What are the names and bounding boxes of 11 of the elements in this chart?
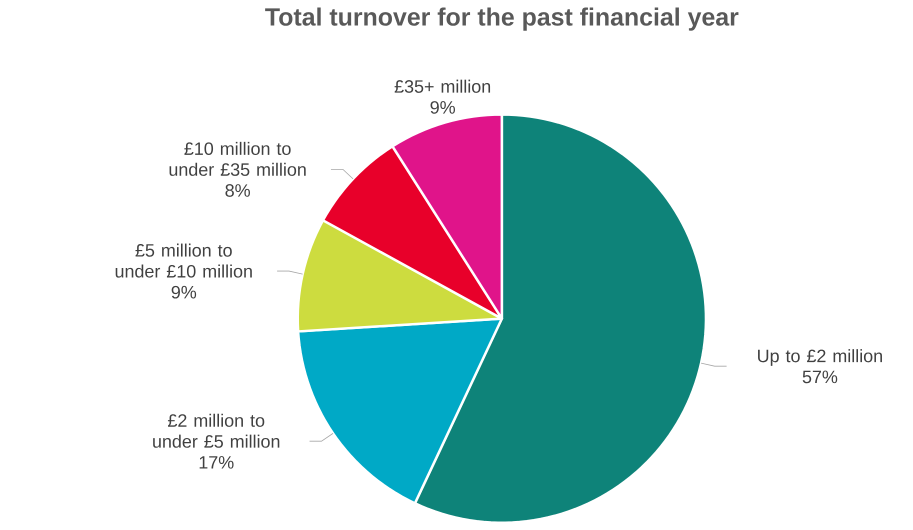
data-label: 57% <box>802 370 838 384</box>
slice-label: £10 million to under £35 million <box>170 142 306 176</box>
data-label: 9% <box>430 101 455 114</box>
slice-label: £35+ million <box>394 80 490 93</box>
chart-title: Total turnover for the past financial year <box>265 8 738 31</box>
data-label: 8% <box>225 184 250 197</box>
slice-label: Up to £2 million <box>758 349 882 366</box>
slice-label: £2 million to under £5 million <box>153 414 280 448</box>
slice-label: £5 million to under £10 million <box>116 244 252 278</box>
data-label: 9% <box>172 286 196 299</box>
data-label: 17% <box>200 456 234 469</box>
